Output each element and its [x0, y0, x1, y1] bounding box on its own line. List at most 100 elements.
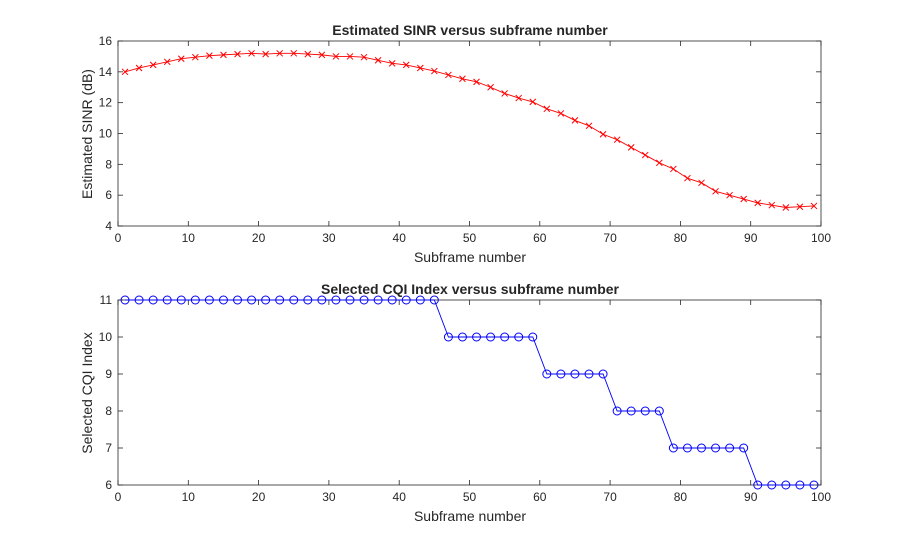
cqi-data-point — [457, 332, 467, 342]
cqi-x-tick-label: 30 — [322, 490, 336, 504]
cqi-y-tick-label: 7 — [105, 441, 112, 455]
cqi-data-point — [598, 369, 608, 379]
cqi-plot-area — [117, 299, 822, 486]
sinr-data-point — [388, 60, 396, 67]
cqi-x-tick-label: 20 — [252, 490, 266, 504]
sinr-data-point — [670, 165, 677, 173]
cqi-data-point — [134, 295, 144, 305]
sinr-data-point — [234, 50, 241, 58]
cqi-data-point — [247, 295, 257, 305]
cqi-data-point — [809, 480, 819, 490]
cqi-data-point — [711, 443, 721, 453]
sinr-data-point — [360, 53, 368, 61]
sinr-data-point — [627, 144, 635, 151]
cqi-axes: Selected CQI Index versus subframe numbe… — [79, 281, 831, 524]
cqi-data-point — [387, 295, 397, 305]
sinr-data-point — [557, 110, 565, 117]
cqi-data-point — [696, 443, 706, 453]
cqi-x-tick-label: 70 — [603, 490, 617, 504]
sinr-data-point — [796, 203, 804, 211]
cqi-data-point — [289, 295, 299, 305]
sinr-series-line — [124, 52, 814, 208]
cqi-data-point — [401, 295, 411, 305]
sinr-data-point — [430, 67, 438, 75]
sinr-data-point — [135, 64, 143, 72]
sinr-data-point — [487, 83, 494, 91]
sinr-data-point — [459, 75, 466, 83]
sinr-data-point — [613, 136, 621, 144]
sinr-x-tick-label: 50 — [463, 231, 477, 245]
cqi-data-point — [486, 332, 496, 342]
cqi-data-point — [472, 332, 482, 342]
sinr-data-point — [346, 53, 354, 60]
sinr-data-point — [529, 98, 537, 106]
cqi-data-point — [303, 295, 313, 305]
cqi-data-point — [514, 332, 524, 342]
sinr-x-axis-label: Subframe number — [414, 249, 526, 265]
sinr-x-tick-label: 0 — [115, 231, 122, 245]
sinr-x-tick-label: 70 — [603, 231, 617, 245]
sinr-y-tick-label: 14 — [99, 65, 113, 79]
sinr-plot-area — [117, 40, 822, 227]
sinr-data-point — [754, 199, 762, 207]
sinr-data-point — [740, 195, 748, 203]
sinr-data-point — [220, 51, 227, 59]
cqi-y-tick-label: 6 — [105, 478, 112, 492]
cqi-x-tick-label: 40 — [393, 490, 407, 504]
cqi-x-tick-label: 60 — [533, 490, 547, 504]
sinr-y-tick-label: 4 — [105, 219, 112, 233]
sinr-y-tick-label: 6 — [105, 188, 112, 202]
sinr-data-point — [726, 191, 733, 199]
sinr-data-point — [121, 68, 129, 76]
cqi-chart-title: Selected CQI Index versus subframe numbe… — [321, 281, 620, 297]
cqi-data-point — [275, 295, 285, 305]
cqi-data-point — [204, 295, 214, 305]
sinr-data-point — [641, 151, 649, 159]
sinr-y-tick-label: 12 — [99, 96, 113, 110]
cqi-y-tick-label: 9 — [105, 367, 112, 381]
cqi-data-point — [261, 295, 271, 305]
sinr-data-point — [304, 50, 312, 58]
cqi-data-point — [640, 406, 650, 416]
sinr-data-point — [318, 51, 326, 59]
cqi-data-point — [233, 295, 243, 305]
sinr-data-point — [163, 58, 171, 66]
sinr-data-point — [290, 49, 298, 57]
cqi-x-tick-label: 0 — [115, 490, 122, 504]
sinr-x-tick-label: 10 — [182, 231, 196, 245]
sinr-data-point — [473, 78, 480, 86]
cqi-y-axis-label: Selected CQI Index — [79, 332, 95, 453]
cqi-data-point — [528, 332, 538, 342]
sinr-data-point — [416, 64, 424, 72]
sinr-x-tick-label: 30 — [322, 231, 336, 245]
sinr-x-tick-label: 100 — [811, 231, 831, 245]
cqi-data-point — [584, 369, 594, 379]
cqi-data-point — [795, 480, 805, 490]
cqi-x-tick-label: 10 — [182, 490, 196, 504]
sinr-data-point — [571, 117, 579, 124]
cqi-data-point — [500, 332, 510, 342]
cqi-data-point — [176, 295, 186, 305]
sinr-data-point — [684, 174, 691, 182]
cqi-data-point — [654, 406, 664, 416]
cqi-data-point — [331, 295, 341, 305]
cqi-data-point — [429, 295, 439, 305]
cqi-data-point — [345, 295, 355, 305]
sinr-y-tick-label: 10 — [99, 127, 113, 141]
sinr-data-point — [782, 204, 790, 211]
cqi-x-tick-label: 50 — [463, 490, 477, 504]
sinr-x-tick-label: 60 — [533, 231, 547, 245]
cqi-data-point — [668, 443, 678, 453]
sinr-data-point — [698, 179, 705, 187]
cqi-data-point — [190, 295, 200, 305]
cqi-data-point — [148, 295, 158, 305]
sinr-data-point — [515, 94, 523, 102]
sinr-data-point — [501, 90, 509, 97]
cqi-data-point — [415, 295, 425, 305]
sinr-x-tick-label: 40 — [393, 231, 407, 245]
cqi-series-line — [125, 299, 814, 486]
cqi-data-point — [443, 332, 453, 342]
cqi-data-point — [570, 369, 580, 379]
sinr-data-point — [248, 49, 255, 57]
